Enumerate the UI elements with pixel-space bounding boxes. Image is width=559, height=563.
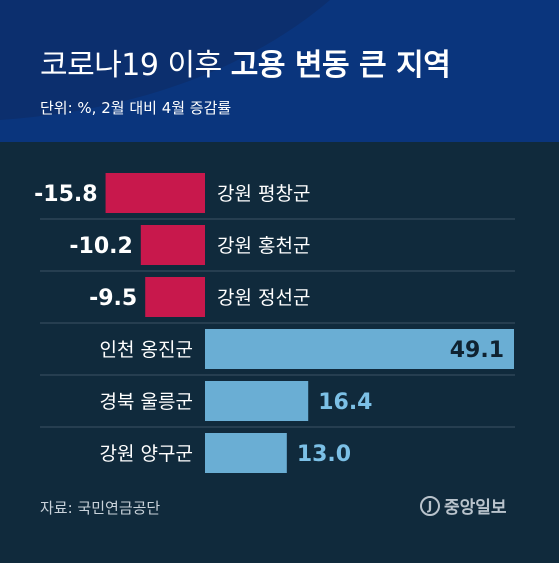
value-label: 13.0	[297, 442, 351, 467]
bar	[140, 225, 205, 265]
category-label: 강원 평창군	[217, 183, 310, 205]
category-label: 경북 울릉군	[100, 391, 193, 413]
source-note: 자료: 국민연금공단	[40, 499, 161, 517]
logo-mark-icon: J	[420, 495, 440, 516]
category-label: 인천 옹진군	[100, 339, 193, 361]
category-label: 강원 정선군	[217, 287, 310, 309]
header-background	[0, 0, 559, 142]
header: 코로나19 이후 고용 변동 큰 지역 단위: %, 2월 대비 4월 증감률	[0, 0, 559, 142]
logo-text: 중앙일보	[444, 498, 507, 518]
bar	[205, 381, 309, 421]
publisher-logo: J 중앙일보	[420, 493, 507, 518]
value-label: 49.1	[450, 338, 504, 363]
category-label: 강원 홍천군	[217, 235, 310, 257]
value-label: 16.4	[318, 390, 372, 415]
value-label: -10.2	[69, 234, 132, 259]
value-label: -15.8	[34, 182, 97, 207]
category-label: 강원 양구군	[100, 443, 193, 465]
bar	[205, 433, 287, 473]
bar	[145, 277, 205, 317]
title-light: 코로나19 이후	[40, 48, 222, 83]
title-bold: 고용 변동 큰 지역	[230, 48, 451, 83]
page-title: 코로나19 이후 고용 변동 큰 지역	[40, 40, 451, 84]
bar	[105, 173, 205, 213]
bar	[205, 329, 514, 369]
value-label: -9.5	[89, 286, 137, 311]
page-subtitle: 단위: %, 2월 대비 4월 증감률	[40, 99, 232, 117]
